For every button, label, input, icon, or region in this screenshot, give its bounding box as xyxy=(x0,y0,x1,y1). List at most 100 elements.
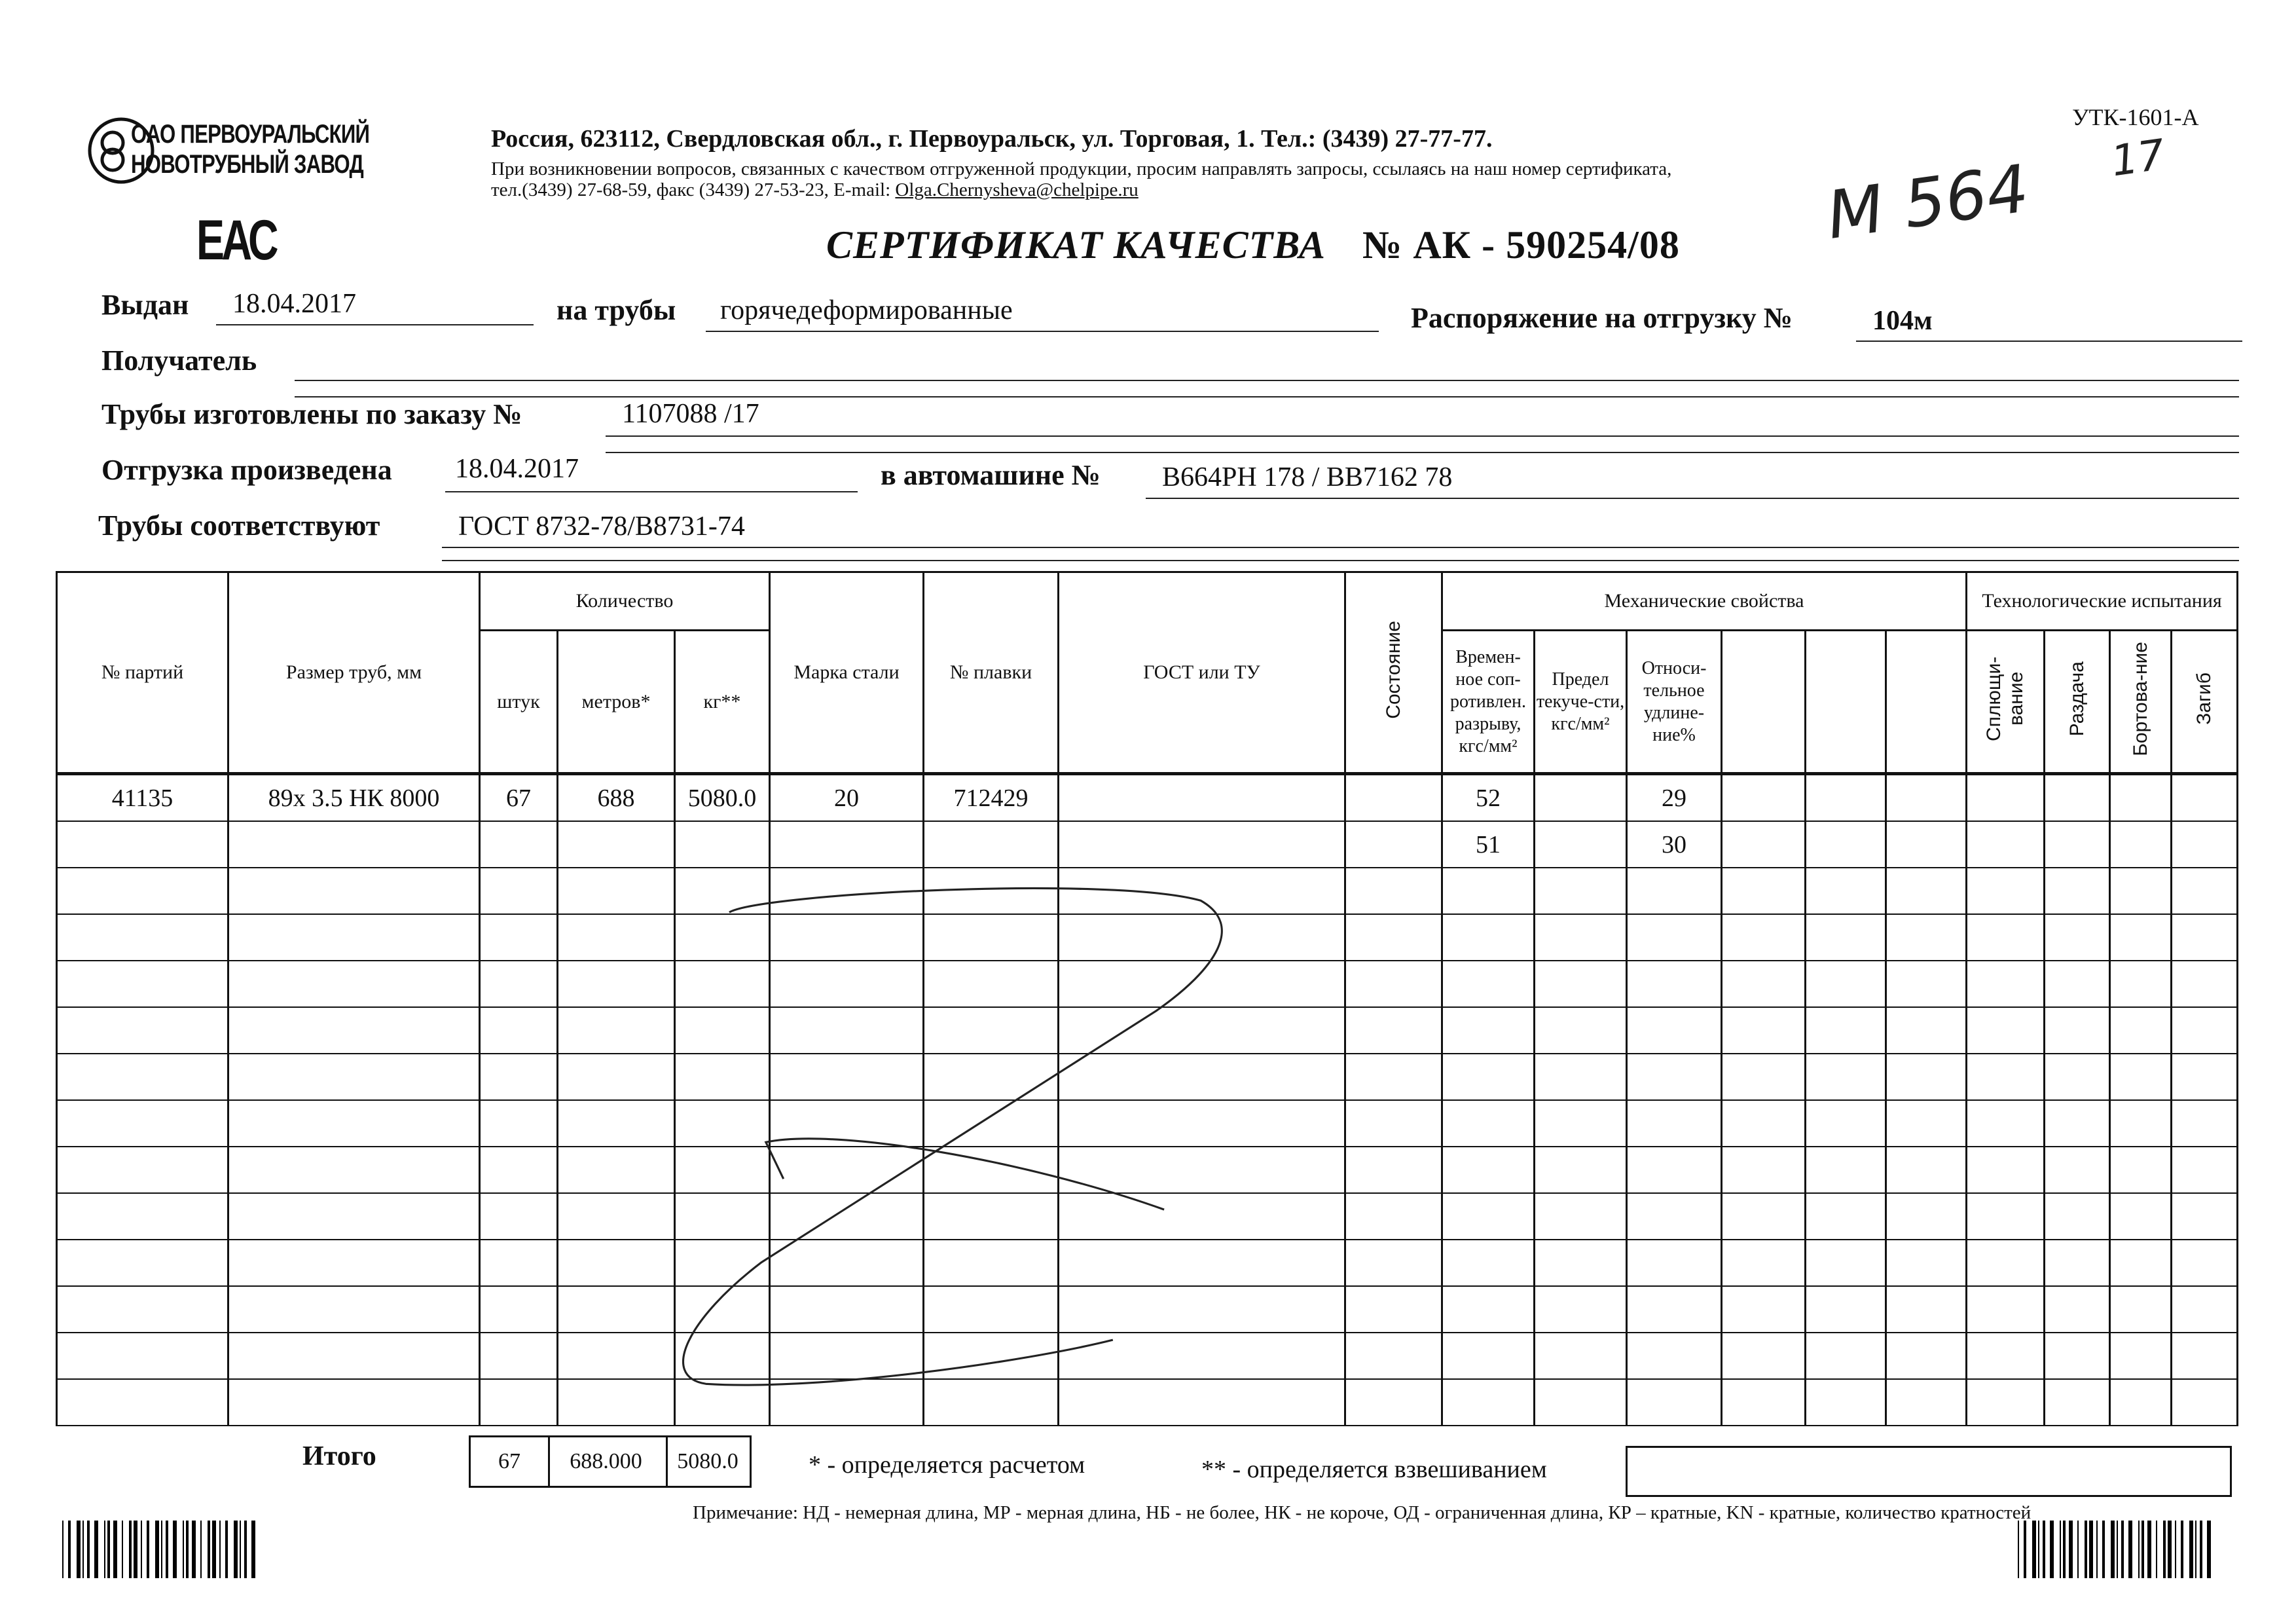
table-cell xyxy=(2109,960,2173,1008)
barcode-bar xyxy=(161,1521,162,1578)
table-cell xyxy=(1804,1006,1887,1054)
table-cell xyxy=(1344,1285,1443,1333)
table-cell xyxy=(56,821,229,868)
barcode-bar xyxy=(2077,1521,2079,1578)
note-calc: * - определяется расчетом xyxy=(809,1451,1085,1479)
table-cell xyxy=(556,1285,676,1333)
table-cell xyxy=(1626,1239,1722,1287)
table-cell xyxy=(556,1192,676,1240)
header-steel: Марка стали xyxy=(769,571,924,775)
table-row xyxy=(56,867,2239,915)
vehicle-underline xyxy=(1146,498,2239,499)
table-cell xyxy=(1965,867,2046,915)
table-cell xyxy=(1057,867,1346,915)
barcode-bar xyxy=(134,1521,137,1578)
table-cell xyxy=(556,913,676,961)
table-cell xyxy=(1884,821,1968,868)
table-cell xyxy=(674,1192,771,1240)
table-cell: 688 xyxy=(556,772,676,822)
table-cell xyxy=(556,1053,676,1101)
table-row: 41135 89x 3.5 НК 8000 67 688 5080.0 20 712429 5… xyxy=(56,772,2239,822)
total-kg: 5080.0 xyxy=(666,1435,752,1488)
table-cell: 712429 xyxy=(922,772,1059,822)
header-batch: № партий xyxy=(56,571,229,775)
table-cell xyxy=(769,1006,924,1054)
flange-text: Бортова-ние xyxy=(2129,641,2151,756)
table-cell xyxy=(479,821,558,868)
table-cell xyxy=(2043,1285,2111,1333)
table-cell xyxy=(1441,1146,1535,1194)
logo-emblem-icon xyxy=(88,117,155,184)
table-cell xyxy=(2043,1053,2111,1101)
table-cell xyxy=(1533,1378,1628,1426)
barcode-bar xyxy=(2085,1521,2087,1578)
table-cell xyxy=(2170,1146,2239,1194)
barcode-bar xyxy=(200,1521,202,1578)
table-cell xyxy=(1441,1239,1535,1287)
table-cell xyxy=(922,913,1059,961)
header-mech: Механические свойства xyxy=(1440,571,1968,631)
table-cell xyxy=(1721,772,1806,822)
barcode-bar xyxy=(2069,1521,2073,1578)
table-cell xyxy=(556,960,676,1008)
table-row xyxy=(56,913,2239,961)
table-cell xyxy=(1057,1285,1346,1333)
table-cell xyxy=(1344,1378,1443,1426)
logo-line-2: НОВОТРУБНЫЙ ЗАВОД xyxy=(131,150,364,179)
table-cell xyxy=(1965,1006,2046,1054)
table-cell xyxy=(227,1239,481,1287)
order-label: Распоряжение на отгрузку № xyxy=(1411,302,1793,334)
barcode-bar xyxy=(2089,1521,2093,1578)
table-cell xyxy=(1884,1053,1968,1101)
table-row xyxy=(56,1053,2239,1101)
note-weigh: ** - определяется взвешиванием xyxy=(1201,1456,1547,1483)
table-cell xyxy=(1057,1332,1346,1380)
conform-underline-2 xyxy=(442,560,2239,561)
table-cell xyxy=(769,1192,924,1240)
table-cell xyxy=(2170,1099,2239,1147)
barcode-bar xyxy=(244,1521,247,1578)
shipped-value: 18.04.2017 xyxy=(455,454,579,484)
header-bend: Загиб xyxy=(2170,629,2239,775)
barcode-bar xyxy=(2060,1521,2061,1578)
table-cell xyxy=(1344,1099,1443,1147)
table-cell xyxy=(1533,772,1628,822)
table-cell xyxy=(1057,913,1346,961)
table-cell xyxy=(1884,1285,1968,1333)
table-cell xyxy=(922,1332,1059,1380)
made-underline-2 xyxy=(606,452,2239,453)
barcode-bar xyxy=(173,1521,177,1578)
table-cell xyxy=(674,1099,771,1147)
table-cell xyxy=(769,1146,924,1194)
barcode-right xyxy=(2018,1521,2211,1578)
table-cell xyxy=(2043,1239,2111,1287)
table-cell xyxy=(922,1285,1059,1333)
table-cell xyxy=(1965,821,2046,868)
flatten-text: Сплющи-вание xyxy=(1983,656,2028,741)
order-underline xyxy=(1856,341,2242,342)
number-label: № xyxy=(1362,223,1403,267)
table-cell xyxy=(1057,960,1346,1008)
barcode-bar xyxy=(2147,1521,2151,1578)
table-cell xyxy=(1441,913,1535,961)
table-cell xyxy=(2170,867,2239,915)
table-cell xyxy=(1884,772,1968,822)
footnote: Примечание: НД - немерная длина, МР - ме… xyxy=(693,1502,2032,1523)
table-cell: 51 xyxy=(1441,821,1535,868)
header-kg: кг** xyxy=(674,629,771,775)
table-cell xyxy=(922,821,1059,868)
barcode-bar xyxy=(77,1521,81,1578)
table-cell xyxy=(1804,1285,1887,1333)
total-meters: 688.000 xyxy=(546,1435,668,1488)
table-cell xyxy=(2109,1239,2173,1287)
barcode-bar xyxy=(104,1521,105,1578)
table-cell xyxy=(227,1332,481,1380)
email-link[interactable]: Olga.Chernysheva@chelpipe.ru xyxy=(895,179,1139,200)
table-cell xyxy=(1441,1192,1535,1240)
table-cell xyxy=(769,1378,924,1426)
table-cell xyxy=(769,913,924,961)
table-cell xyxy=(1533,1006,1628,1054)
barcode-bar xyxy=(2050,1521,2054,1578)
table-cell xyxy=(2170,1192,2239,1240)
table-cell xyxy=(1057,1378,1346,1426)
